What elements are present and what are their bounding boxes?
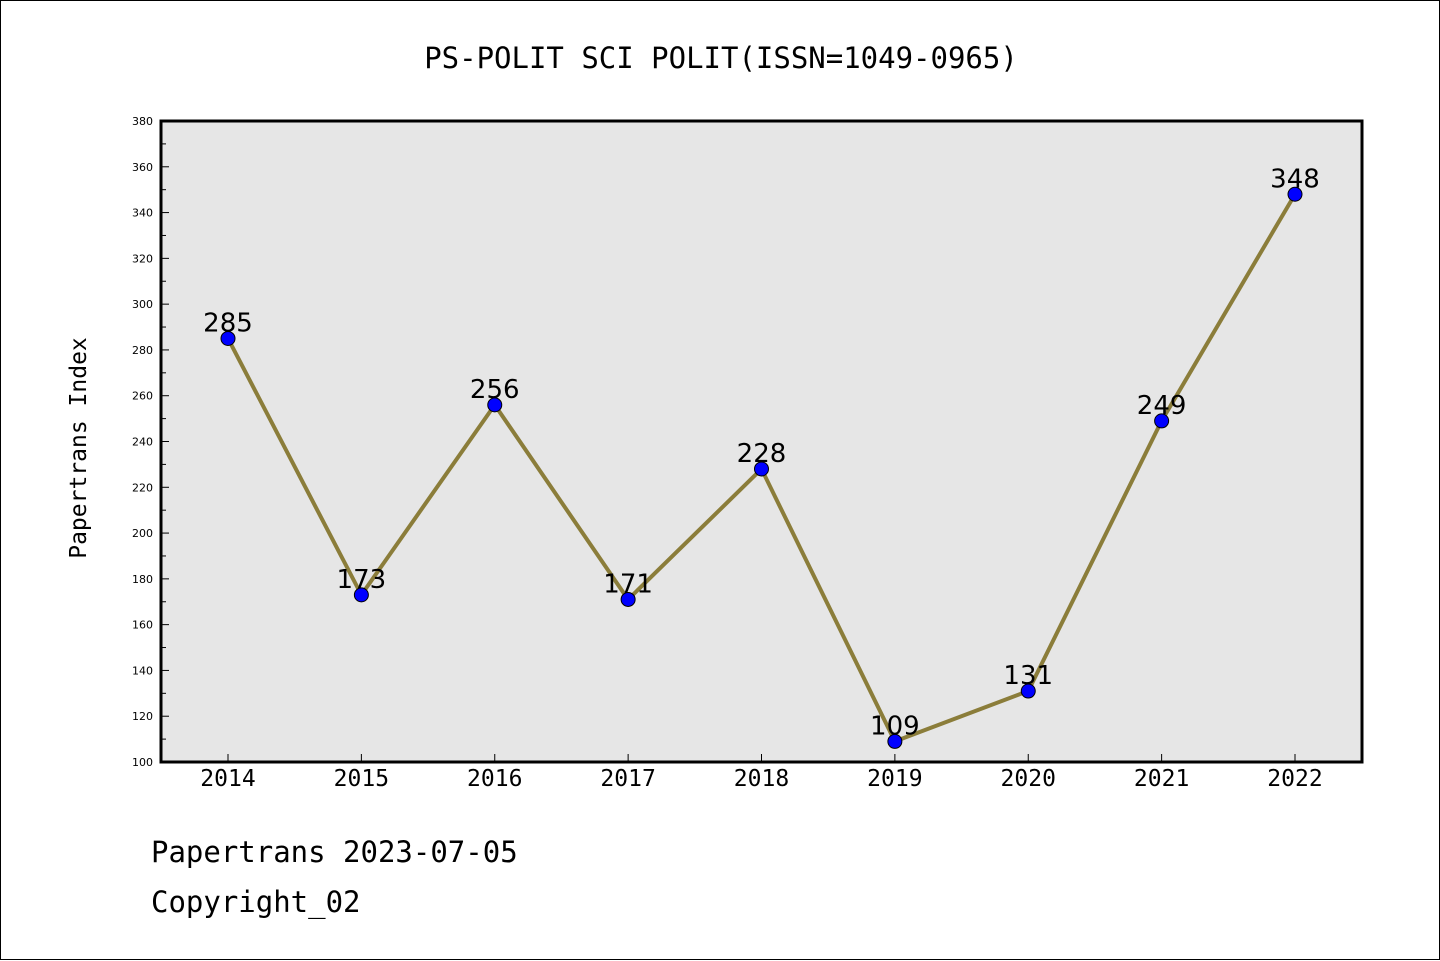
data-point <box>1287 186 1303 202</box>
y-tick-label: 340 <box>132 207 153 220</box>
y-tick-label: 180 <box>132 573 153 586</box>
y-tick-label: 100 <box>132 756 153 769</box>
data-label: 109 <box>870 711 920 741</box>
x-tick-label: 2020 <box>1001 766 1056 792</box>
y-tick-label: 300 <box>132 298 153 311</box>
x-tick-label: 2022 <box>1267 766 1322 792</box>
data-label: 249 <box>1137 391 1187 421</box>
data-point <box>620 591 636 607</box>
y-tick-label: 240 <box>132 436 153 449</box>
data-point <box>1020 683 1036 699</box>
data-label: 131 <box>1003 661 1053 691</box>
x-tick-label: 2016 <box>467 766 522 792</box>
data-point <box>220 330 236 346</box>
y-tick-label: 220 <box>132 481 153 494</box>
footer-date: Papertrans 2023-07-05 <box>151 835 518 869</box>
y-tick-label: 380 <box>132 115 153 128</box>
chart-title: PS-POLIT SCI POLIT(ISSN=1049-0965) <box>424 41 1018 75</box>
y-tick-label: 140 <box>132 664 153 677</box>
y-tick-label: 360 <box>132 161 153 174</box>
data-label: 171 <box>603 569 653 599</box>
y-axis-label: Papertrans Index <box>66 337 92 559</box>
x-tick-label: 2017 <box>600 766 655 792</box>
y-tick-label: 200 <box>132 527 153 540</box>
data-label: 348 <box>1270 164 1320 194</box>
footer-copyright: Copyright_02 <box>151 885 361 919</box>
data-point <box>887 733 903 749</box>
data-label: 228 <box>737 439 787 469</box>
data-label: 285 <box>203 308 253 338</box>
y-tick-label: 320 <box>132 252 153 265</box>
y-axis: 100 120 140 160 180 200 220 240 260 280 300 320 340 3… <box>132 115 169 769</box>
plot-area <box>161 121 1362 762</box>
x-axis: 2014 2015 2016 2017 2018 2019 2020 2021 2022 <box>200 754 1323 792</box>
x-tick-label: 2015 <box>334 766 389 792</box>
plot-border <box>159 119 1364 764</box>
data-point <box>353 587 369 603</box>
y-tick-label: 120 <box>132 710 153 723</box>
x-tick-label: 2021 <box>1134 766 1189 792</box>
x-tick-label: 2014 <box>200 766 255 792</box>
data-labels: 285 173 256 171 228 109 131 249 348 <box>203 164 1320 741</box>
data-markers <box>220 186 1303 749</box>
data-label: 173 <box>337 565 387 595</box>
data-point <box>754 461 769 477</box>
y-tick-label: 160 <box>132 619 153 632</box>
y-tick-label: 280 <box>132 344 153 357</box>
x-tick-label: 2019 <box>867 766 922 792</box>
y-tick-label: 260 <box>132 390 153 403</box>
data-point <box>1154 413 1170 429</box>
data-label: 256 <box>470 375 520 405</box>
x-tick-label: 2018 <box>734 766 789 792</box>
data-point <box>487 397 503 413</box>
